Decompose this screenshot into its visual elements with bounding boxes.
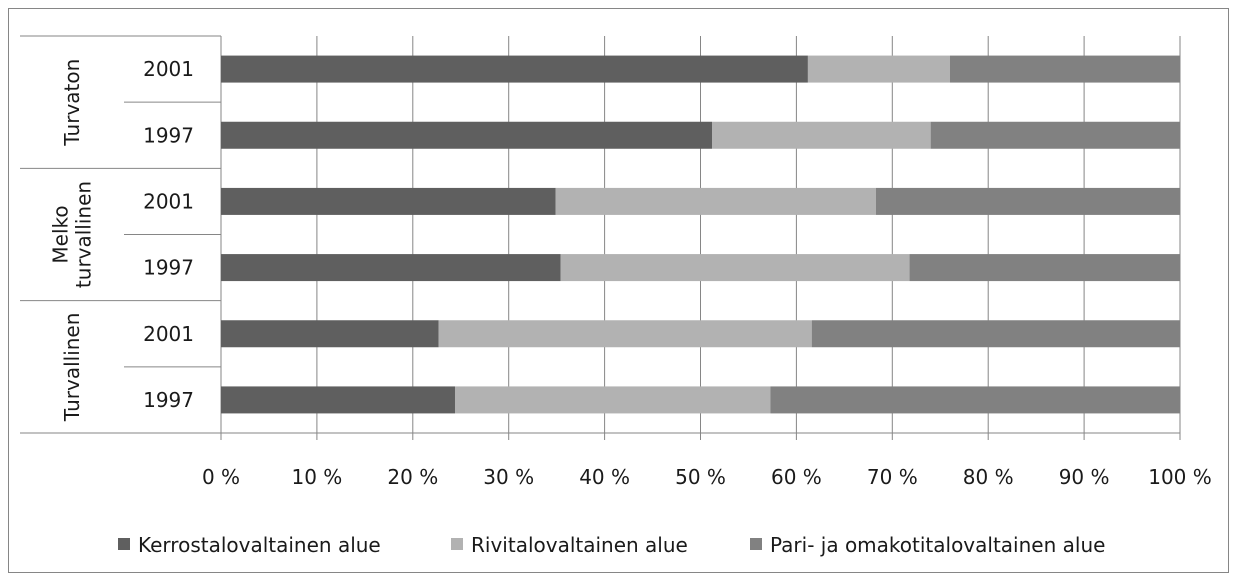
bar-segment [454, 386, 771, 414]
legend-label: Kerrostalovaltainen alue [138, 533, 381, 557]
category-label: 1997 [143, 388, 194, 412]
legend-swatch [451, 538, 463, 550]
legend-label: Rivitalovaltainen alue [471, 533, 688, 557]
group-label: Melko [49, 205, 73, 263]
x-tick-label: 80 % [963, 465, 1014, 489]
bar-segment [221, 121, 713, 149]
bar-segment [807, 55, 950, 83]
bar-segment [811, 320, 1180, 348]
group-label: Turvallinen [60, 313, 84, 423]
bar-segment [930, 121, 1180, 149]
bar-segment [221, 320, 439, 348]
bar-segment [221, 187, 556, 215]
bar-segment [770, 386, 1180, 414]
x-tick-label: 50 % [675, 465, 726, 489]
x-tick-label: 60 % [771, 465, 822, 489]
x-tick-label: 70 % [867, 465, 918, 489]
x-tick-label: 10 % [291, 465, 342, 489]
category-label: 2001 [143, 57, 194, 81]
bar-segment [221, 254, 561, 282]
x-tick-label: 20 % [387, 465, 438, 489]
x-tick-label: 100 % [1148, 465, 1212, 489]
legend-label: Pari- ja omakotitalovaltainen alue [770, 533, 1105, 557]
x-tick-label: 0 % [202, 465, 240, 489]
bar-segment [949, 55, 1180, 83]
bar-segment [875, 187, 1180, 215]
bar-segment [909, 254, 1180, 282]
x-tick-label: 90 % [1059, 465, 1110, 489]
bar-segment [555, 187, 876, 215]
category-label: 1997 [143, 123, 194, 147]
category-label: 1997 [143, 256, 194, 280]
group-label: Turvaton [60, 59, 84, 147]
bar-segment [712, 121, 931, 149]
bar-segment [560, 254, 910, 282]
category-label: 2001 [143, 189, 194, 213]
bar-segment [221, 386, 455, 414]
x-tick-label: 30 % [483, 465, 534, 489]
bar-segment [438, 320, 812, 348]
bar-segment [221, 55, 808, 83]
x-tick-label: 40 % [579, 465, 630, 489]
legend-swatch [750, 538, 762, 550]
legend-swatch [118, 538, 130, 550]
group-label: turvallinen [72, 181, 96, 288]
category-label: 2001 [143, 322, 194, 346]
